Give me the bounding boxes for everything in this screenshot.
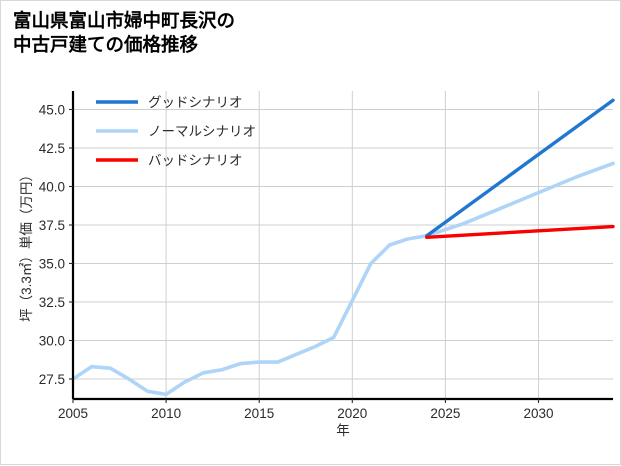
y-tick-label: 42.5 [39, 141, 65, 156]
y-tick-label: 40.0 [39, 179, 65, 194]
x-tick-label: 2010 [151, 406, 181, 421]
y-axis-title: 坪（3.3㎡）単価（万円） [19, 168, 34, 322]
series-group [71, 98, 615, 397]
y-tick-label: 45.0 [39, 102, 65, 117]
x-tick-label: 2015 [244, 406, 274, 421]
series-line-bad [425, 224, 615, 239]
x-axis-ticks: 2005 2010 2015 2020 2025 2030 [58, 399, 554, 421]
y-tick-label: 35.0 [39, 256, 65, 271]
legend-label-bad: バッドシナリオ [148, 153, 243, 168]
y-axis-ticks: 27.5 30.0 32.5 35.0 37.5 40.0 42.5 45.0 [39, 102, 73, 387]
x-axis-title: 年 [336, 423, 350, 438]
legend-label-normal: ノーマルシナリオ [148, 124, 256, 139]
series-line-normal [71, 161, 615, 397]
x-tick-label: 2020 [337, 406, 367, 421]
axis-spines [71, 91, 613, 401]
y-tick-label: 37.5 [39, 218, 65, 233]
legend-label-good: グッドシナリオ [148, 95, 243, 110]
page-title: 富山県富山市婦中町長沢の 中古戸建ての価格推移 [13, 10, 236, 56]
x-tick-label: 2025 [430, 406, 460, 421]
x-tick-label: 2030 [523, 406, 553, 421]
x-tick-label: 2005 [58, 406, 88, 421]
y-tick-label: 27.5 [39, 372, 65, 387]
gridlines [72, 91, 613, 399]
series-line-good [425, 98, 615, 238]
y-tick-label: 32.5 [39, 295, 65, 310]
y-tick-label: 30.0 [39, 333, 65, 348]
